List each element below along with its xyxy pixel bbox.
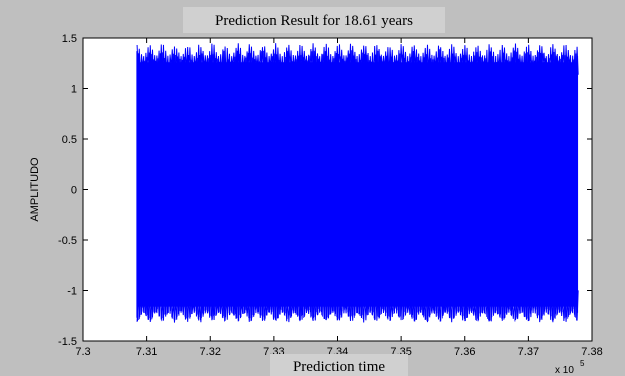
x-multiplier: x 10 <box>555 365 574 376</box>
title-box <box>183 7 445 33</box>
series-upper-envelope <box>136 43 579 82</box>
y-tick-label: -1.5 <box>58 336 77 348</box>
y-tick-label: 1 <box>71 84 77 96</box>
y-tick-label: 0 <box>71 185 77 197</box>
x-multiplier-exponent: 5 <box>580 359 585 368</box>
x-tick-label: 7.37 <box>518 346 539 358</box>
x-axis-label: Prediction time <box>293 359 385 375</box>
x-tick-label: 7.38 <box>581 346 602 358</box>
x-tick-label: 7.36 <box>454 346 475 358</box>
y-tick-label: -0.5 <box>58 235 77 247</box>
amplitude-series <box>136 43 579 323</box>
y-axis: -1.5 -1 -0.5 0 0.5 1 1.5 <box>58 33 592 348</box>
chart-title: Prediction Result for 18.61 years <box>215 13 413 29</box>
y-tick-label: 1.5 <box>62 33 77 45</box>
x-axis: 7.3 7.31 7.32 7.33 7.34 7.35 7.36 7.37 7.38 <box>75 38 603 358</box>
y-tick-label: -1 <box>67 286 77 298</box>
x-tick-label: 7.3 <box>75 346 90 358</box>
series-lower-envelope <box>136 287 579 323</box>
y-tick-label: 0.5 <box>62 134 77 146</box>
xlabel-box <box>270 354 408 376</box>
x-tick-label: 7.32 <box>200 346 221 358</box>
x-tick-label: 7.31 <box>136 346 157 358</box>
y-axis-label: AMPLITUDO <box>29 157 41 222</box>
